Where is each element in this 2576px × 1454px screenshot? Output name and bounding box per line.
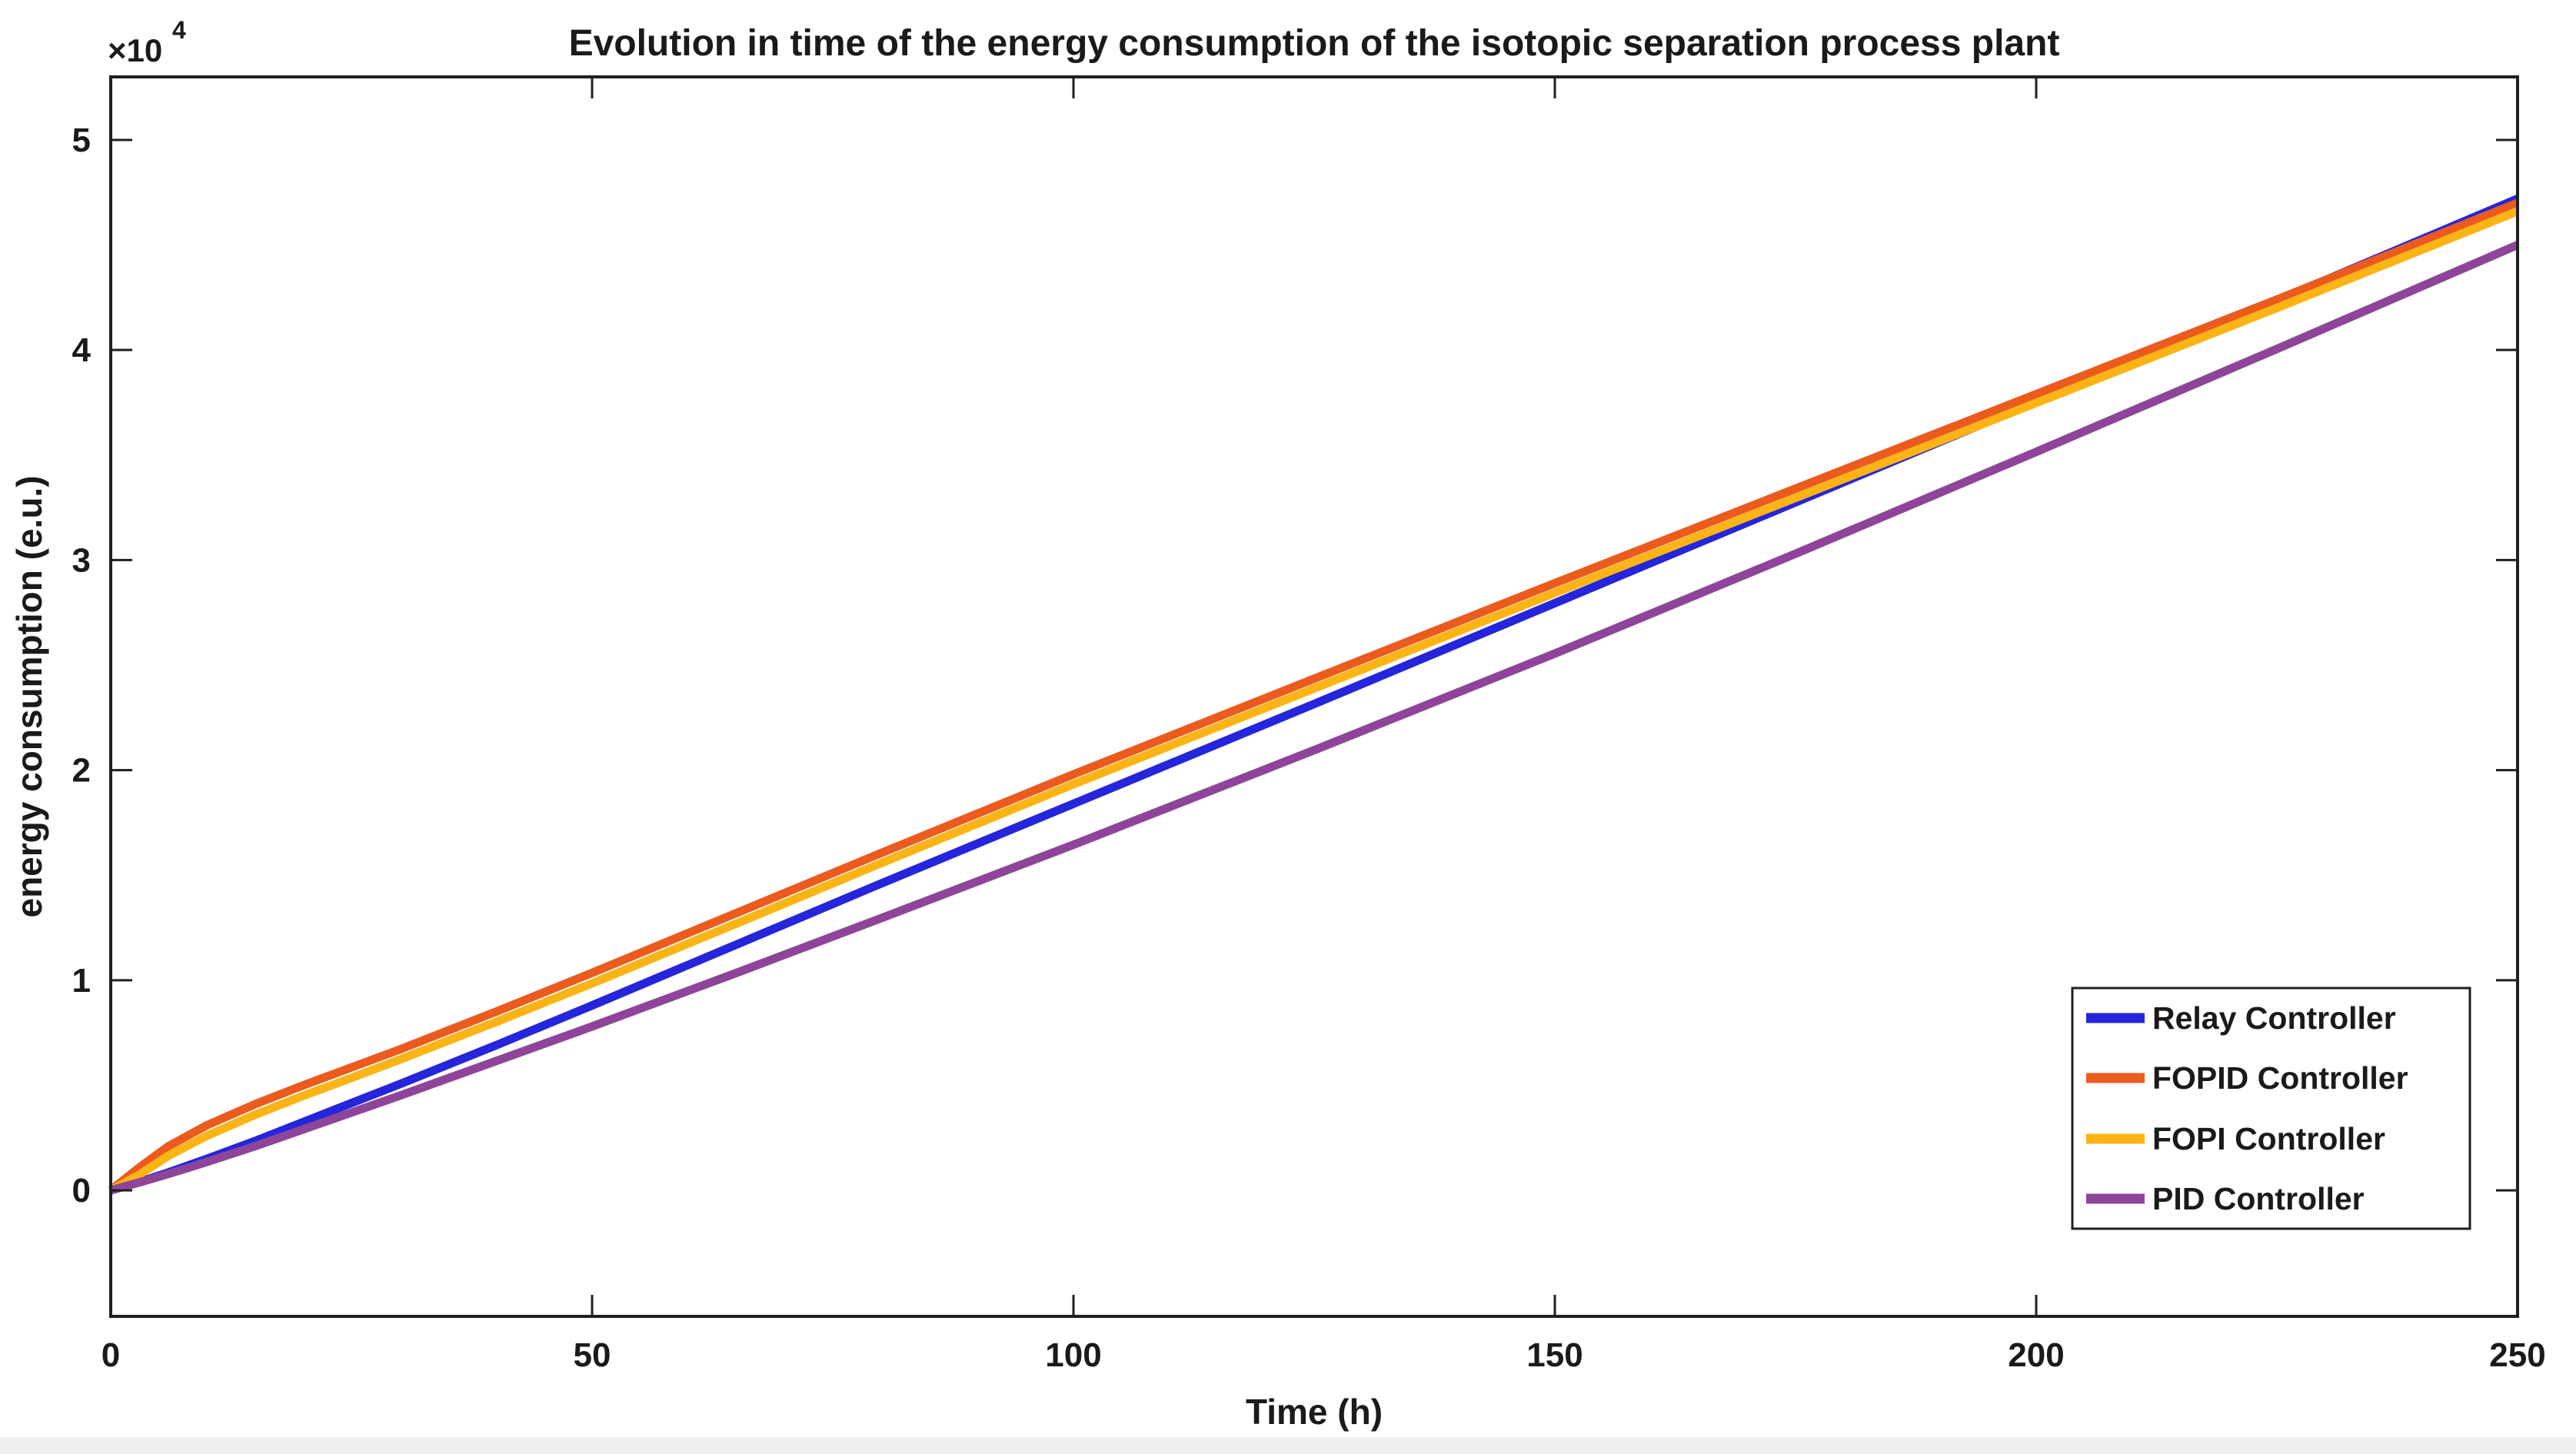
x-tick-label-250: 250 [2489, 1336, 2545, 1374]
axes-box [109, 75, 2519, 1318]
y-tick-label-4: 4 [72, 331, 92, 369]
series-line-pid-controller [109, 241, 2520, 1195]
legend-label-pid: PID Controller [2152, 1181, 2365, 1216]
y-tick-label-3: 3 [72, 541, 91, 579]
legend: Relay Controller FOPID Controller FOPI C… [2071, 987, 2471, 1230]
chart-title: Evolution in time of the energy consumpt… [569, 23, 2060, 64]
y-tick-label-2: 2 [72, 752, 91, 790]
y-tick-label-1: 1 [72, 962, 91, 1000]
page-bottom-strip [0, 1437, 2576, 1454]
legend-box [2071, 987, 2471, 1230]
series-layer [108, 195, 2520, 1195]
x-tick-label-50: 50 [574, 1336, 611, 1374]
series-line-fopid-controller [108, 198, 2520, 1194]
y-axis-exponent-power: 4 [172, 16, 186, 44]
legend-label-fopi: FOPI Controller [2152, 1121, 2385, 1156]
y-tick-label-5: 5 [72, 121, 91, 159]
y-axis-exponent-base: ×10 [108, 32, 162, 68]
x-tick-label-0: 0 [102, 1336, 120, 1374]
series-line-fopi-controller [108, 207, 2520, 1194]
x-tick-label-150: 150 [1526, 1336, 1583, 1374]
y-tick-label-0: 0 [72, 1172, 91, 1209]
legend-label-relay: Relay Controller [2152, 1000, 2396, 1036]
legend-label-fopid: FOPID Controller [2152, 1060, 2408, 1096]
x-axis-label: Time (h) [1246, 1392, 1383, 1432]
x-tick-label-100: 100 [1045, 1336, 1101, 1374]
y-axis-label: energy consumption (e.u.) [9, 475, 49, 917]
x-tick-label-200: 200 [2008, 1336, 2064, 1374]
